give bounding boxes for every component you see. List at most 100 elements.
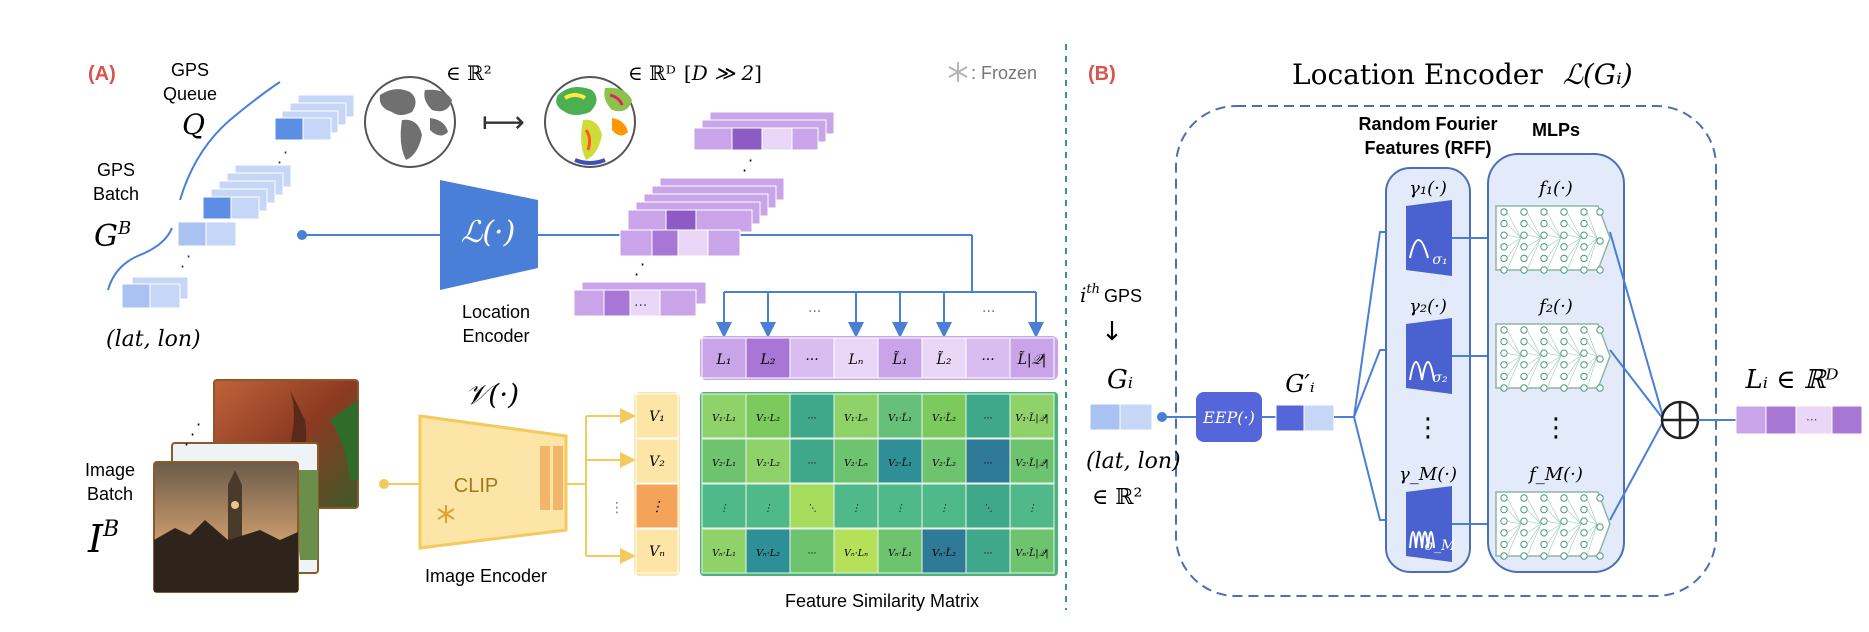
mlp-neuron: [1540, 552, 1548, 560]
mlp-neuron: [1520, 326, 1528, 334]
location-encoder-block: [440, 180, 538, 290]
matrix-cell: [701, 528, 747, 574]
mlp-neuron: [1520, 231, 1528, 239]
mlp-edge: [1586, 237, 1598, 271]
matrix-cell: [1009, 528, 1055, 574]
matrix-cell-label: ⋮: [763, 503, 773, 514]
eep-block: [1196, 392, 1262, 442]
mlp-edge: [1566, 523, 1582, 545]
mlp-edge: [1566, 355, 1582, 389]
mlp-edge: [1586, 223, 1598, 239]
mlp-edge: [1546, 355, 1562, 377]
r2-label-a: ∈ ℝ²: [446, 61, 492, 85]
mlp-neuron: [1560, 505, 1568, 514]
queue-brace: [179, 81, 281, 201]
mlp-neuron: [1596, 552, 1604, 560]
arrow-dots-1: ···: [808, 304, 821, 320]
matrix-cell: [701, 438, 747, 484]
mlp-edge: [1526, 520, 1542, 525]
matrix-cell-label: Vₙ·Lₙ: [844, 548, 868, 559]
ith-label: i: [1080, 283, 1086, 307]
location-embedding-stack: · · · ·: [538, 111, 972, 317]
mlp-edge: [1566, 523, 1582, 534]
matrix-cell: [1009, 438, 1055, 484]
mlp-edge: [1506, 237, 1522, 248]
mlp-neuron: [1560, 517, 1568, 525]
matrix-cell-label: V₁·L̃₂: [932, 412, 956, 424]
mlp-neuron: [1580, 505, 1588, 514]
mlp-neuron: [1560, 529, 1568, 537]
mlp-neuron: [1580, 254, 1588, 263]
mlp-edge: [1546, 234, 1562, 239]
mlp-neuron: [1500, 219, 1508, 228]
mlp-edge: [1566, 352, 1582, 357]
gi-input-label: Gᵢ: [1107, 365, 1133, 395]
matrix-cell-label: V₂·L̃₁: [888, 457, 912, 469]
snowflake-icon: [948, 62, 968, 82]
mlp-neuron: [1540, 208, 1548, 216]
mlp-neuron: [1580, 266, 1588, 274]
mlp-edge: [1506, 355, 1522, 377]
image-column-cell: [635, 528, 679, 574]
mlp-neuron: [1540, 540, 1548, 549]
mlp-edge: [1506, 223, 1522, 239]
mlp-edge: [1546, 523, 1562, 545]
mlp-neuron: [1540, 361, 1548, 369]
sine-wave-icon: [1409, 531, 1435, 549]
output-label: Lᵢ ∈ ℝᴰ: [1744, 365, 1838, 395]
svg-text:·: ·: [283, 143, 288, 162]
matrix-cell-label: ⋱: [983, 503, 993, 514]
gps-batch-label-2: Batch: [93, 184, 139, 204]
matrix-cell-label: ···: [983, 548, 992, 559]
matrix-cell-label: ⋮: [1027, 503, 1037, 514]
mlp-edge: [1526, 352, 1542, 357]
feature-similarity-matrix: V₁·L₁ V₁·L₂ ··· V₁·Lₙ V₁·L̃₁ V₁·L̃₂ ··· V₁·L̃|𝒬…: [700, 392, 1058, 576]
mlp-edge: [1566, 223, 1582, 239]
mlp-edge: [1566, 341, 1582, 357]
mlp-edge: [1566, 497, 1582, 525]
matrix-cell-label: V₂·L̃|𝒬|: [1015, 457, 1048, 469]
mlp-edge: [1506, 523, 1522, 534]
rff-title-1: Random Fourier: [1358, 114, 1497, 134]
mlp-edge: [1526, 523, 1542, 557]
mlp-edge: [1586, 523, 1598, 557]
ith-sup: th: [1086, 282, 1100, 297]
matrix-cell: [965, 393, 1011, 439]
mlp-edge: [1586, 497, 1598, 525]
mlp-neuron: [1560, 494, 1568, 502]
matrix-cell-label: ⋱: [807, 503, 817, 514]
mlp-edge: [1586, 355, 1598, 366]
mlp-edge: [1526, 355, 1542, 389]
matrix-cell-label: V₁·L̃|𝒬|: [1015, 412, 1048, 424]
mlp-edge: [1526, 234, 1542, 239]
matrix-cell: [789, 528, 835, 574]
mlp-neuron: [1580, 326, 1588, 334]
mlp-edge: [1506, 237, 1522, 259]
mlp-edge: [1586, 352, 1598, 357]
location-row-label: L̃|𝒬|: [1017, 350, 1047, 368]
mlp-neuron: [1540, 231, 1548, 239]
mlp-edge: [1526, 237, 1542, 271]
mlp-edge: [1546, 355, 1562, 389]
matrix-cell-label: V₁·L₁: [712, 413, 736, 424]
rff-sigma-label: σ₁: [1432, 252, 1447, 268]
mlp-edge: [1566, 355, 1582, 377]
location-row-label: ···: [805, 352, 818, 368]
svg-text:·: ·: [742, 161, 747, 180]
earth-globe-icon: [364, 76, 456, 168]
mlp-f-label: f₂(·): [1537, 296, 1573, 317]
maps-to-arrow: ⟼: [482, 105, 525, 140]
matrix-cell-label: ⋮: [719, 503, 729, 514]
latlon-label-b: (lat, lon): [1086, 449, 1181, 474]
mlp-edge: [1586, 509, 1598, 525]
mlp-neuron: [1560, 254, 1568, 263]
mlp-neuron: [1580, 529, 1588, 537]
location-row-cell: [965, 337, 1011, 379]
panel-b-title: Location Encoder: [1292, 58, 1543, 91]
rff-sigma-label: σ₂: [1432, 370, 1448, 386]
matrix-cell: [789, 438, 835, 484]
svg-text:⋮: ⋮: [610, 500, 624, 516]
mlp-edge: [1546, 329, 1562, 357]
gps-queue-stack: · · · · ·: [121, 94, 355, 309]
matrix-cell-label: ⋮: [851, 503, 861, 514]
